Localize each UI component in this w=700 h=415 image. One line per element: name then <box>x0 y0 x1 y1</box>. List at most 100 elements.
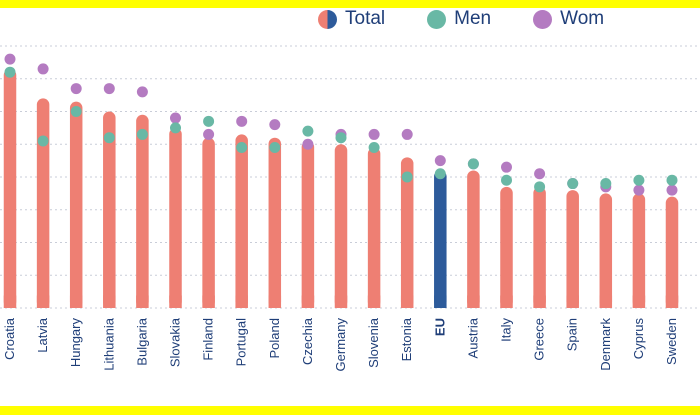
bar-base <box>467 295 480 308</box>
bar-base <box>632 295 646 308</box>
bar <box>36 98 50 309</box>
men-point <box>467 158 479 170</box>
bar-base <box>36 295 50 308</box>
category-label: Greece <box>532 318 547 361</box>
legend-total-label: Total <box>345 8 386 29</box>
men-point <box>136 128 148 140</box>
men-point <box>236 142 248 154</box>
bar <box>69 101 83 308</box>
bar <box>665 196 679 308</box>
category-label: Croatia <box>2 317 17 360</box>
bar <box>632 193 646 308</box>
bar-base <box>566 295 579 308</box>
category-label: Denmark <box>598 318 613 371</box>
bar-base <box>136 295 149 308</box>
women-point <box>236 115 248 127</box>
bar <box>268 137 282 308</box>
men-point <box>401 171 413 183</box>
bar-eu <box>434 170 447 308</box>
legend-item-total: Total <box>318 8 385 30</box>
men-point <box>269 142 281 154</box>
category-label: Lithuania <box>101 317 116 371</box>
women-point <box>170 112 181 124</box>
bar-base <box>500 295 513 308</box>
bar-base <box>69 295 83 308</box>
women-point <box>434 155 446 167</box>
chart-frame: Croatia Latvia Hungary Lithuania Bulgaria Slo… <box>0 8 700 406</box>
legend-women-swatch <box>533 9 553 29</box>
bar-base <box>103 295 116 308</box>
men-point <box>501 174 512 186</box>
category-label: Cyprus <box>631 318 646 360</box>
women-point <box>136 86 148 98</box>
bar <box>400 157 414 308</box>
men-point <box>70 106 82 117</box>
legend-men-label: Men <box>454 8 492 29</box>
bar-base <box>665 295 679 308</box>
women-point <box>70 83 82 95</box>
bar-base <box>533 295 546 308</box>
women-point <box>103 83 115 95</box>
bar <box>367 147 381 308</box>
category-label: Hungary <box>68 318 83 368</box>
bar-base <box>367 295 381 308</box>
bar <box>599 193 613 308</box>
women-point <box>269 119 281 131</box>
men-point <box>302 125 314 137</box>
men-point <box>368 142 380 154</box>
men-point <box>633 174 645 186</box>
bar-base <box>334 295 348 308</box>
bar <box>136 114 149 309</box>
men-point <box>434 168 446 180</box>
bar-base <box>268 295 282 308</box>
bar-base <box>169 295 182 308</box>
women-point <box>666 184 678 196</box>
women-point <box>37 63 49 75</box>
women-point <box>401 128 413 140</box>
bar-base <box>3 295 17 308</box>
bar-base <box>434 295 447 308</box>
bar <box>334 144 348 308</box>
bar <box>3 68 17 308</box>
category-label: EU <box>432 318 447 336</box>
bar <box>467 170 480 308</box>
men-point <box>203 115 215 127</box>
bar <box>103 111 116 308</box>
legend-item-women: Wom <box>533 8 604 30</box>
bar <box>500 186 513 308</box>
women-point <box>633 184 645 196</box>
legend-women-label: Wom <box>560 8 605 29</box>
legend-item-men: Men <box>427 8 491 30</box>
women-point <box>302 138 314 150</box>
category-label: Czechia <box>300 317 315 365</box>
category-label: Bulgaria <box>134 317 149 365</box>
men-point <box>335 132 347 144</box>
legend-total-swatch <box>318 9 337 29</box>
category-label: Finland <box>201 318 216 361</box>
bar <box>566 190 579 308</box>
bar <box>301 140 315 308</box>
category-label: Estonia <box>399 317 414 361</box>
women-point <box>534 168 546 180</box>
men-point <box>103 132 115 144</box>
men-point <box>37 135 49 147</box>
men-point <box>534 181 546 193</box>
men-point <box>600 178 612 190</box>
bar <box>235 134 248 308</box>
bar <box>169 127 182 308</box>
category-label: Austria <box>465 317 480 358</box>
category-label: Spain <box>565 318 580 351</box>
category-label: Latvia <box>35 317 50 352</box>
legend-men-swatch <box>427 9 447 29</box>
bar <box>533 186 546 308</box>
bar-base <box>301 295 315 308</box>
men-point <box>170 122 181 134</box>
category-label: Slovakia <box>168 317 183 367</box>
category-label: Germany <box>333 318 348 372</box>
bar-chart: Croatia Latvia Hungary Lithuania Bulgaria Slo… <box>0 45 700 372</box>
category-label: Portugal <box>234 318 249 367</box>
legend: Total Men Wom <box>318 8 646 30</box>
bar-base <box>202 295 215 308</box>
category-label: Slovenia <box>366 317 381 368</box>
women-point <box>4 53 16 65</box>
